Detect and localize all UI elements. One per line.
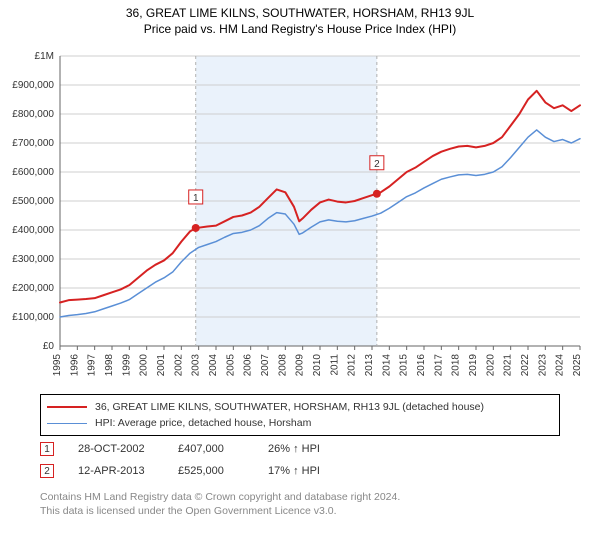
x-tick-label: 2012	[347, 354, 358, 377]
sales-block: 1 28-OCT-2002 £407,000 26% ↑ HPI 2 12-AP…	[40, 438, 368, 482]
y-tick-label: £800,000	[12, 109, 54, 120]
y-tick-label: £1M	[35, 51, 54, 62]
sale-marker-dot	[192, 224, 200, 232]
y-tick-label: £0	[43, 341, 55, 352]
x-tick-label: 2004	[208, 354, 219, 377]
y-tick-label: £200,000	[12, 283, 54, 294]
sale-marker-number: 2	[374, 159, 380, 170]
y-tick-label: £100,000	[12, 312, 54, 323]
y-tick-label: £600,000	[12, 167, 54, 178]
x-tick-label: 2023	[537, 354, 548, 377]
sale-price: £407,000	[178, 443, 268, 455]
legend-label: HPI: Average price, detached house, Hors…	[95, 417, 311, 429]
chart-title-address: 36, GREAT LIME KILNS, SOUTHWATER, HORSHA…	[0, 6, 600, 20]
x-tick-label: 1997	[87, 354, 98, 377]
y-tick-label: £300,000	[12, 254, 54, 265]
x-tick-label: 1998	[104, 354, 115, 377]
chart-svg: £0 £100,000 £200,000 £300,000 £400,000 £500,0…	[10, 46, 590, 386]
x-tick-label: 2019	[468, 354, 479, 377]
sale-row: 1 28-OCT-2002 £407,000 26% ↑ HPI	[40, 438, 368, 460]
legend-item: HPI: Average price, detached house, Hors…	[47, 415, 553, 431]
x-tick-label: 2010	[312, 354, 323, 377]
y-tick-label: £400,000	[12, 225, 54, 236]
x-tick-label: 2001	[156, 354, 167, 377]
x-tick-label: 2008	[277, 354, 288, 377]
legend-box: 36, GREAT LIME KILNS, SOUTHWATER, HORSHA…	[40, 394, 560, 436]
legend-swatch-line	[47, 423, 87, 424]
x-tick-label: 2021	[503, 354, 514, 377]
sale-price: £525,000	[178, 465, 268, 477]
x-tick-label: 2016	[416, 354, 427, 377]
y-tick-label: £500,000	[12, 196, 54, 207]
x-tick-label: 2014	[381, 354, 392, 377]
x-tick-label: 2003	[191, 354, 202, 377]
x-tick-label: 2013	[364, 354, 375, 377]
x-tick-label: 2025	[572, 354, 583, 377]
title-block: 36, GREAT LIME KILNS, SOUTHWATER, HORSHA…	[0, 0, 600, 36]
x-tick-label: 2009	[295, 354, 306, 377]
x-tick-label: 1999	[121, 354, 132, 377]
legend-swatch-line	[47, 406, 87, 408]
x-tick-label: 2015	[399, 354, 410, 377]
sale-pct-vs-hpi: 26% ↑ HPI	[268, 443, 368, 455]
sale-date: 28-OCT-2002	[78, 443, 178, 455]
footer-line: This data is licensed under the Open Gov…	[40, 504, 400, 518]
legend-item: 36, GREAT LIME KILNS, SOUTHWATER, HORSHA…	[47, 399, 553, 415]
sale-row: 2 12-APR-2013 £525,000 17% ↑ HPI	[40, 460, 368, 482]
sale-number-box: 1	[40, 442, 54, 456]
x-tick-label: 1995	[52, 354, 63, 377]
x-tick-label: 2018	[451, 354, 462, 377]
legend-label: 36, GREAT LIME KILNS, SOUTHWATER, HORSHA…	[95, 401, 484, 413]
x-tick-label: 2022	[520, 354, 531, 377]
sale-marker-number: 1	[193, 193, 199, 204]
x-tick-label: 1996	[69, 354, 80, 377]
footer-line: Contains HM Land Registry data © Crown c…	[40, 490, 400, 504]
x-tick-label: 2002	[173, 354, 184, 377]
x-tick-label: 2011	[329, 354, 340, 376]
x-tick-label: 2017	[433, 354, 444, 377]
x-tick-label: 2006	[243, 354, 254, 377]
y-tick-label: £700,000	[12, 138, 54, 149]
sale-date: 12-APR-2013	[78, 465, 178, 477]
x-tick-label: 2020	[485, 354, 496, 377]
y-tick-label: £900,000	[12, 80, 54, 91]
x-tick-label: 2007	[260, 354, 271, 377]
footer-attribution: Contains HM Land Registry data © Crown c…	[40, 490, 400, 518]
chart-area: £0 £100,000 £200,000 £300,000 £400,000 £500,0…	[10, 46, 590, 386]
x-tick-label: 2000	[139, 354, 150, 377]
chart-title-subtitle: Price paid vs. HM Land Registry's House …	[0, 22, 600, 36]
x-tick-label: 2024	[555, 354, 566, 377]
root: 36, GREAT LIME KILNS, SOUTHWATER, HORSHA…	[0, 0, 600, 560]
x-tick-label: 2005	[225, 354, 236, 377]
sale-pct-vs-hpi: 17% ↑ HPI	[268, 465, 368, 477]
sale-marker-dot	[373, 190, 381, 198]
sale-number-box: 2	[40, 464, 54, 478]
